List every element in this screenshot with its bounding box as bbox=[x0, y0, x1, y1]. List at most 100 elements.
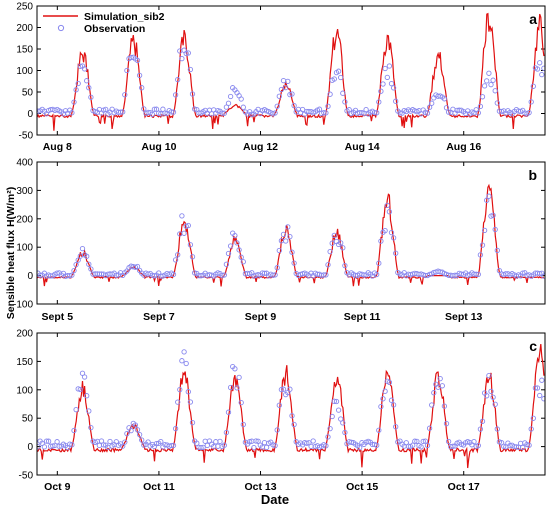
observation-point bbox=[376, 260, 382, 266]
y-tick-label: 100 bbox=[16, 66, 33, 77]
observation-point bbox=[37, 108, 41, 114]
x-tick-label: Oct 13 bbox=[244, 481, 276, 493]
observation-point bbox=[465, 272, 471, 278]
y-tick-label: 0 bbox=[27, 271, 33, 282]
observation-point bbox=[437, 375, 443, 382]
panel-label: b bbox=[528, 167, 537, 183]
observation-point bbox=[278, 386, 285, 393]
plot-area bbox=[37, 12, 545, 131]
observation-point bbox=[283, 238, 289, 244]
observation-point bbox=[134, 427, 141, 433]
observation-point bbox=[255, 438, 261, 444]
observation-point bbox=[204, 442, 210, 449]
simulation-series-line bbox=[37, 12, 545, 131]
observation-point bbox=[426, 271, 433, 278]
observation-point bbox=[117, 109, 124, 115]
observation-point bbox=[172, 257, 179, 263]
observation-point bbox=[84, 78, 90, 84]
observation-point bbox=[479, 418, 486, 424]
observation-point bbox=[153, 106, 160, 112]
observation-point bbox=[183, 50, 189, 57]
observation-point bbox=[276, 247, 282, 254]
observation-point bbox=[251, 444, 257, 451]
observation-point bbox=[75, 80, 81, 87]
panel-a: -50 0 50 100 150 200 250 Aug 8 Aug 10 Aug 12 Aug 1… bbox=[16, 2, 546, 153]
x-tick-label: Sept 5 bbox=[42, 311, 74, 323]
observation-point bbox=[139, 437, 145, 443]
observation-point bbox=[141, 106, 147, 112]
observation-point bbox=[71, 427, 77, 434]
observation-point bbox=[477, 426, 484, 432]
observation-point bbox=[240, 104, 246, 110]
observation-point bbox=[185, 222, 191, 229]
observation-point bbox=[227, 93, 234, 100]
observation-point bbox=[175, 252, 181, 258]
observation-point bbox=[384, 74, 390, 81]
observation-point bbox=[378, 238, 384, 244]
observation-point bbox=[323, 110, 329, 116]
observation-point bbox=[475, 442, 481, 449]
observation-point bbox=[393, 424, 399, 430]
observation-point bbox=[219, 110, 225, 116]
observation-point bbox=[139, 85, 145, 91]
observation-point bbox=[494, 426, 500, 432]
observation-point bbox=[234, 240, 240, 246]
observation-point bbox=[79, 245, 86, 252]
observation-point bbox=[390, 402, 397, 408]
observation-point bbox=[327, 248, 333, 255]
x-tick-label: Sept 11 bbox=[344, 311, 381, 323]
observation-point bbox=[183, 360, 189, 367]
observation-point bbox=[537, 270, 543, 277]
observation-point bbox=[179, 213, 185, 219]
observation-point bbox=[221, 272, 227, 278]
y-tick-label: 200 bbox=[16, 214, 33, 225]
observation-point bbox=[424, 442, 431, 449]
observation-point bbox=[54, 270, 60, 276]
observation-point bbox=[371, 109, 378, 116]
observation-point bbox=[431, 390, 437, 396]
observation-point bbox=[225, 100, 232, 106]
observation-point bbox=[69, 110, 75, 116]
observation-point bbox=[221, 110, 227, 116]
observation-point bbox=[484, 197, 490, 203]
observation-point bbox=[429, 402, 435, 408]
observation-point bbox=[445, 438, 452, 445]
observation-point bbox=[329, 240, 335, 246]
observation-point bbox=[304, 440, 310, 446]
observation-point bbox=[86, 408, 92, 414]
observation-point bbox=[374, 110, 380, 116]
observation-point bbox=[232, 366, 238, 372]
observation-point bbox=[122, 92, 128, 98]
observation-point bbox=[426, 425, 433, 431]
observation-point bbox=[274, 427, 280, 433]
observation-point bbox=[189, 419, 196, 426]
observation-point bbox=[225, 250, 232, 257]
y-tick-label: 300 bbox=[16, 186, 33, 197]
y-tick-label: 50 bbox=[22, 414, 34, 425]
observation-point bbox=[492, 226, 498, 233]
observation-point bbox=[486, 70, 492, 76]
observation-point bbox=[494, 100, 500, 106]
observation-point bbox=[185, 50, 191, 56]
observation-point bbox=[308, 443, 314, 450]
observation-point bbox=[153, 440, 160, 447]
observation-point bbox=[532, 385, 539, 391]
observation-point bbox=[280, 231, 287, 238]
observation-point bbox=[124, 430, 130, 437]
observation-point bbox=[386, 209, 393, 215]
y-tick-label: 150 bbox=[16, 45, 33, 56]
observation-point bbox=[338, 240, 344, 246]
observation-point bbox=[316, 106, 323, 112]
plot-area bbox=[37, 344, 545, 469]
x-tick-label: Aug 8 bbox=[43, 141, 72, 153]
observation-point bbox=[376, 427, 382, 433]
observation-point bbox=[54, 439, 60, 445]
observation-point bbox=[181, 349, 187, 355]
observation-point bbox=[272, 442, 278, 449]
observation-point bbox=[73, 406, 79, 413]
observation-point bbox=[331, 232, 337, 239]
observation-point bbox=[492, 401, 498, 407]
observation-point bbox=[240, 421, 246, 428]
observation-point bbox=[134, 263, 141, 270]
observation-point bbox=[107, 438, 113, 445]
